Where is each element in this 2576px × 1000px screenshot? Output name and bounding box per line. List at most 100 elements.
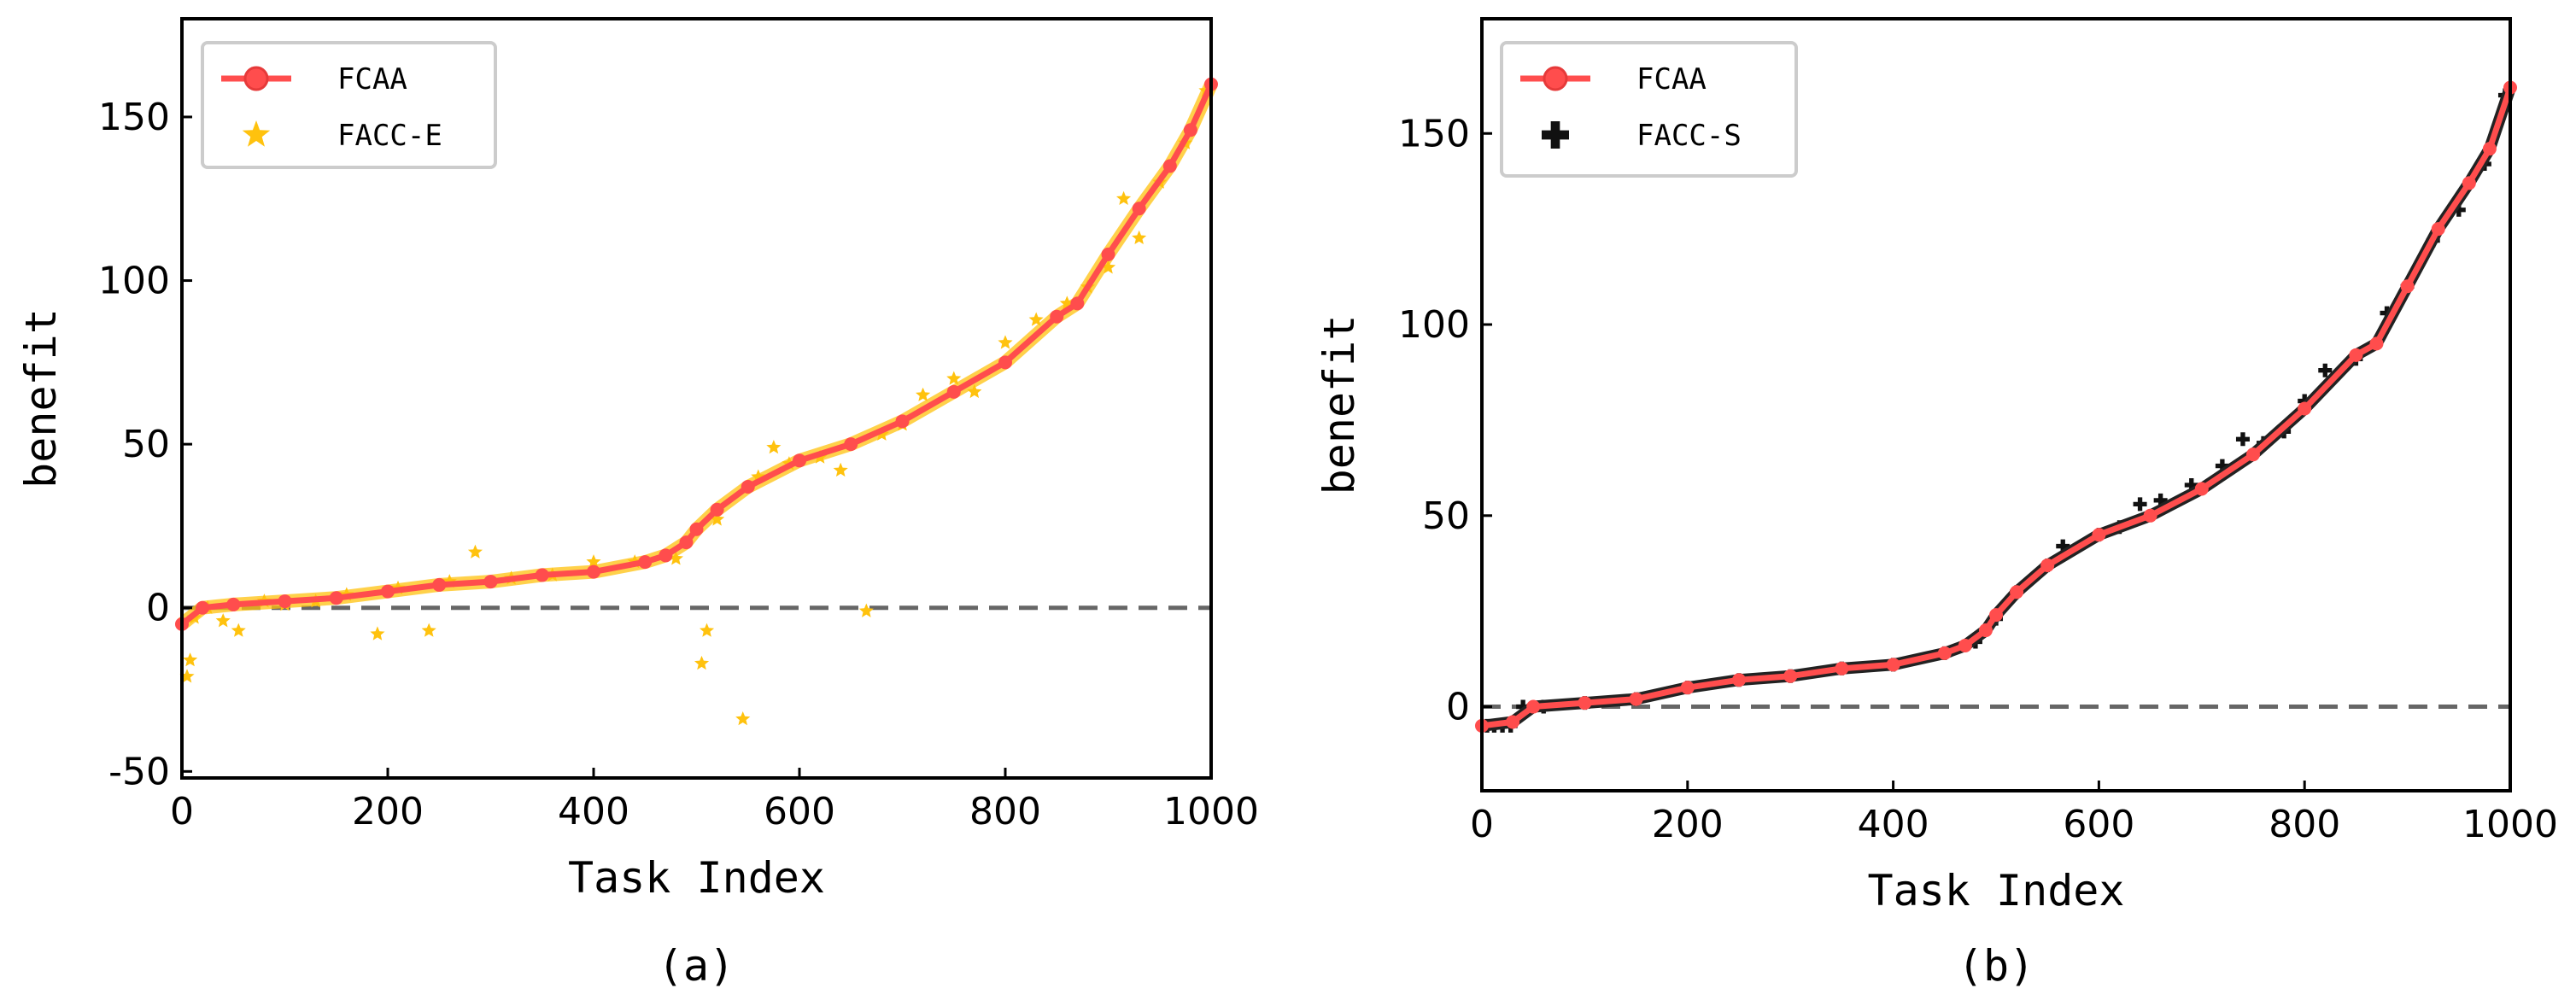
panel-b-legend-comparison-marker [1542, 121, 1569, 149]
panel-a-y-tick-label: 150 [98, 96, 170, 139]
panel-a-fcaa-marker [1162, 159, 1177, 173]
panel-b-fcaa-marker [2369, 336, 2384, 351]
panel-b-fcaa-marker [1732, 673, 1746, 687]
panel-a-fcaa-marker [381, 584, 395, 599]
panel-a-fcaa-marker [895, 414, 910, 429]
panel-a-x-axis-label: Task Index [568, 853, 825, 903]
panel-a-fcaa-marker [1070, 296, 1085, 311]
panel-a-x-tick-label: 400 [558, 790, 629, 833]
panel-a-comparison-point [998, 335, 1013, 349]
panel-b-legend-comparison-label: FACC-S [1636, 119, 1742, 153]
panel-a-fcaa-marker [329, 591, 343, 605]
panel-b-x-tick-label: 400 [1858, 803, 1929, 846]
panel-b-comparison-point [2153, 493, 2168, 507]
panel-a-comparison-point [231, 623, 246, 637]
panel-a-fcaa-marker [483, 575, 498, 589]
panel-b-fcaa-marker [1937, 646, 1952, 660]
panel-b-fcaa-marker [1886, 658, 1900, 672]
panel-b-fcaa-marker [1989, 608, 2003, 623]
panel-b-x-tick-label: 800 [2269, 803, 2340, 846]
panel-a-comparison-point [467, 544, 483, 558]
panel-b-fcaa-marker [2246, 447, 2260, 462]
panel-b-fcaa-marker [2462, 176, 2476, 190]
panel-b-fcaa-marker [2092, 528, 2106, 542]
panel-a-y-axis-label: benefit [16, 308, 66, 488]
panel-b-fcaa-marker [1783, 669, 1798, 683]
panel-b-fcaa-marker [2298, 401, 2312, 416]
panel-b-y-tick-label: 0 [1446, 686, 1470, 729]
panel-b-y-ticks: 0 50 100 150 [1398, 112, 1492, 729]
panel-a-comparison-point [183, 652, 198, 667]
panel-b-fcaa-marker [2400, 279, 2415, 294]
panel-a-legend: FCAA FACC-E [201, 41, 497, 169]
panel-b-fcaa-series [1475, 80, 2517, 733]
panel-b-fcaa-marker [2349, 348, 2363, 362]
panel-b-comparison-point [2215, 459, 2229, 473]
panel-b-x-ticks: 0 200 400 600 800 1000 [1470, 781, 2558, 846]
panel-b-comparison-band [1481, 85, 2516, 732]
panel-b-comparison-point [1516, 699, 1531, 714]
panel-b-fcaa-marker [1680, 681, 1695, 695]
panel-b-fcaa-marker [2010, 585, 2024, 599]
panel-a-comparison-point [668, 551, 683, 565]
panel-a-fcaa-marker [679, 535, 694, 550]
panel-b-legend-comparison-swatch [1542, 121, 1569, 149]
panel-b-fcaa-marker [1526, 699, 1541, 714]
panel-a-legend-comparison-swatch [242, 120, 271, 147]
panel-a-fcaa-marker [844, 437, 858, 452]
panel-b-caption: (b) [1958, 941, 2034, 991]
panel-b-y-tick-label: 50 [1422, 494, 1470, 538]
panel-b-y-tick-label: 150 [1398, 112, 1470, 155]
panel-a-y-ticks: -50 0 50 100 150 [98, 96, 192, 793]
panel-a-fcaa-marker [638, 555, 653, 570]
panel-a-comparison-point [700, 623, 715, 637]
panel-b-legend: FCAA FACC-S [1500, 41, 1798, 178]
panel-b-fcaa-marker [2040, 558, 2055, 572]
panel-a-fcaa-marker [535, 568, 549, 582]
panel-b-legend-fcaa-marker [1543, 66, 1568, 91]
panel-a-x-tick-label: 1000 [1163, 790, 1259, 833]
panel-a-comparison-point [1116, 190, 1132, 205]
panel-a-legend-comparison-marker [242, 120, 271, 147]
panel-a-x-ticks: 0 200 400 600 800 1000 [170, 768, 1259, 833]
panel-b-fcaa-marker [1978, 623, 1993, 638]
panel-a-comparison-point [766, 440, 782, 454]
panel-a-fcaa-marker [196, 600, 210, 615]
panel-b-fcaa-marker [1578, 696, 1592, 711]
panel-a-comparison-point [421, 623, 436, 637]
panel-b-comparison-point [2056, 539, 2070, 553]
panel-a-comparison-point [370, 626, 385, 640]
panel-b-legend-fcaa-swatch [1520, 66, 1590, 91]
panel-a-fcaa-marker [1050, 309, 1064, 324]
panel-b-fcaa-marker [2194, 482, 2209, 496]
panel-a-comparison-point [215, 613, 231, 628]
panel-b-y-tick-label: 100 [1398, 303, 1470, 347]
panel-a-x-tick-label: 0 [170, 790, 194, 833]
panel-b-fcaa-line [1481, 86, 2514, 729]
panel-b-comparison-point [2318, 363, 2333, 377]
panel-a-x-tick-label: 200 [352, 790, 424, 833]
panel-b-fcaa-marker [1629, 692, 1643, 706]
panel-a-fcaa-series [175, 77, 1218, 631]
panel-a-comparison-series [179, 83, 1214, 726]
panel-a-comparison-point [1132, 230, 1147, 244]
panel-a-fcaa-marker [278, 594, 292, 609]
panel-a-fcaa-marker [741, 479, 755, 494]
panel-a-plot-frame [180, 17, 1213, 780]
panel-b-comparison-point [2133, 497, 2147, 512]
panel-a-comparison-point [586, 554, 601, 569]
panel-a-fcaa-marker [710, 502, 724, 517]
panel-a-comparison-point [946, 371, 962, 385]
panel-a-caption: (a) [658, 941, 735, 991]
panel-b-fcaa-marker [1835, 661, 1849, 675]
panel-b-x-tick-label: 600 [2063, 803, 2134, 846]
panel-a-legend-box [201, 41, 497, 169]
panel-a-fcaa-marker [1132, 202, 1146, 216]
panel-b-y-axis-label: benefit [1314, 315, 1364, 495]
panel-b-comparison-series [1480, 88, 2512, 733]
panel-a-fcaa-marker [1183, 123, 1197, 137]
panel-a-legend-comparison-label: FACC-E [337, 119, 442, 153]
panel-b-x-axis-label: Task Index [1867, 866, 2124, 915]
